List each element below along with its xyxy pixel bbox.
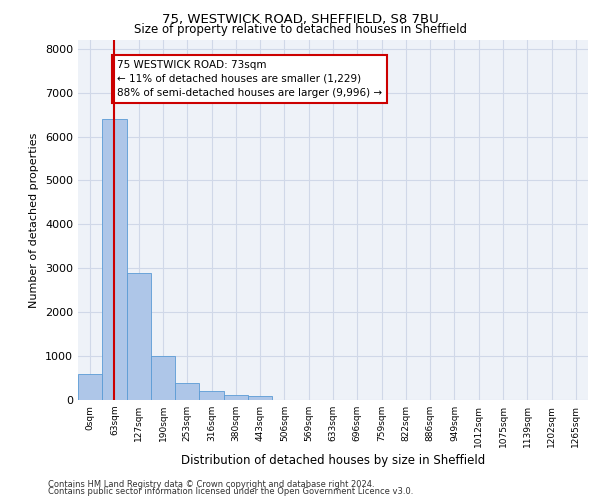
Text: Contains HM Land Registry data © Crown copyright and database right 2024.: Contains HM Land Registry data © Crown c… xyxy=(48,480,374,489)
Bar xyxy=(127,272,151,400)
Text: Contains public sector information licensed under the Open Government Licence v3: Contains public sector information licen… xyxy=(48,487,413,496)
Y-axis label: Number of detached properties: Number of detached properties xyxy=(29,132,40,308)
Text: Size of property relative to detached houses in Sheffield: Size of property relative to detached ho… xyxy=(133,22,467,36)
Bar xyxy=(199,391,224,400)
Bar xyxy=(78,374,102,400)
Bar xyxy=(248,396,272,400)
Bar xyxy=(175,384,199,400)
Bar xyxy=(224,394,248,400)
Text: 75 WESTWICK ROAD: 73sqm
← 11% of detached houses are smaller (1,229)
88% of semi: 75 WESTWICK ROAD: 73sqm ← 11% of detache… xyxy=(117,60,382,98)
Bar xyxy=(151,356,175,400)
X-axis label: Distribution of detached houses by size in Sheffield: Distribution of detached houses by size … xyxy=(181,454,485,467)
Text: 75, WESTWICK ROAD, SHEFFIELD, S8 7BU: 75, WESTWICK ROAD, SHEFFIELD, S8 7BU xyxy=(161,12,439,26)
Bar xyxy=(102,119,127,400)
